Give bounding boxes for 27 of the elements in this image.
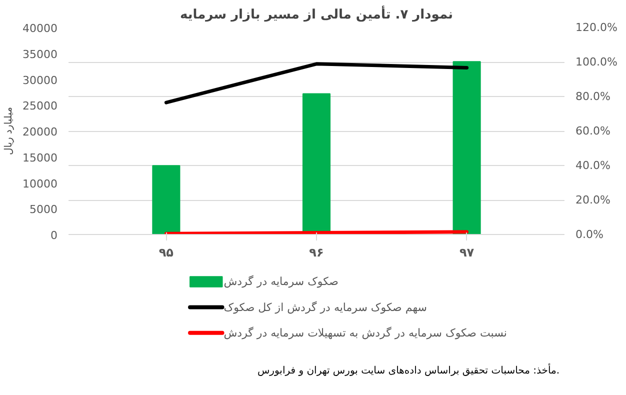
bar — [452, 61, 481, 234]
y-tick-label: 10000 — [22, 177, 58, 190]
y2-tick-label: 0.0% — [576, 228, 604, 241]
chart-title: نمودار ۷. تأمین مالی از مسیر بازار سرمایه — [180, 6, 454, 22]
bar — [152, 165, 180, 234]
y-tick-label: 35000 — [22, 48, 58, 61]
y-tick-label: 15000 — [22, 151, 58, 164]
y-axis-title: میلیارد ریال — [4, 106, 15, 156]
text: مأخذ: محاسبات تحقیق براساس داده‌های سایت بورس تهران و فرابورس. — [257, 362, 560, 376]
y2-tick-label: 120.0% — [576, 21, 618, 34]
y-tick-label: 5000 — [30, 203, 58, 216]
legend-label: صکوک سرمایه در گردش — [224, 275, 339, 288]
y2-tick-label: 40.0% — [576, 159, 610, 172]
y-tick-label: 30000 — [22, 74, 58, 87]
legend-label: نسبت صکوک سرمایه در گردش به تسهیلات سرمایه در گردش — [224, 326, 507, 340]
x-tick-label: ۹۵ — [158, 246, 174, 260]
x-tick-label: ۹۶ — [309, 246, 324, 260]
y2-tick-label: 60.0% — [576, 124, 610, 138]
y-tick-label: 25000 — [22, 100, 58, 113]
y2-tick-label: 80.0% — [576, 90, 610, 103]
y-tick-label: 40000 — [22, 22, 58, 35]
y-tick-label: 20000 — [22, 126, 58, 138]
y-tick-label: 0 — [50, 229, 58, 242]
y2-tick-label: 20.0% — [576, 194, 610, 206]
x-tick-label: ۹۷ — [459, 246, 475, 260]
legend-label: سهم صکوک سرمایه در گردش از کل صکوک — [224, 300, 427, 314]
y2-tick-label: 100.0% — [576, 56, 618, 68]
